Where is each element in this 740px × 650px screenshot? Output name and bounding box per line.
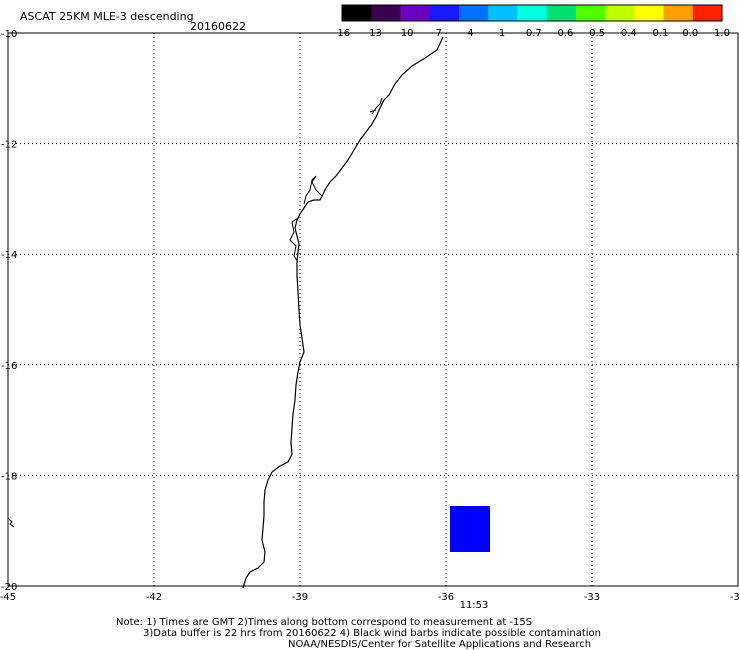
- colorbar-segment: [371, 5, 401, 21]
- note-line-1: Note: 1) Times are GMT 2)Times along bot…: [116, 617, 532, 628]
- lat-tick-label: -20: [1, 582, 17, 593]
- coastline-inlet: [289, 97, 383, 263]
- colorbar: -16 -13 -10 -7 -4 -1 -0.7 -0.6 -0.5 -0.4 -0.1 0.0 1.…: [334, 4, 730, 39]
- note-line-3: NOAA/NESDIS/Center for Satellite Applica…: [288, 639, 591, 650]
- figure-title: ASCAT 25KM MLE-3 descending: [20, 10, 194, 23]
- lat-tick-label: -14: [1, 250, 17, 261]
- lon-tick-label: -33: [584, 592, 600, 603]
- colorbar-segment: [575, 5, 606, 21]
- colorbar-frame: [341, 4, 723, 22]
- lat-tick-label: -16: [1, 361, 17, 372]
- colorbar-segment: [692, 5, 723, 21]
- map-grid: -45 -42 -39 -36 -33 -30 -10 -12 -14 -16 -18 -20: [0, 29, 740, 603]
- lon-tick-label: -30: [730, 592, 740, 603]
- colorbar-segment: [663, 5, 694, 21]
- colorbar-segment: [546, 5, 577, 21]
- lat-tick-label: -12: [1, 140, 17, 151]
- coastline: [242, 36, 444, 589]
- colorbar-segment: [517, 5, 548, 21]
- map-frame: [7, 32, 739, 587]
- colorbar-segment: [342, 5, 372, 21]
- colorbar-segment: [605, 5, 635, 21]
- lon-tick-label: -45: [0, 592, 16, 603]
- coastline-fragment: [7, 517, 15, 528]
- lon-tick-label: -42: [146, 592, 162, 603]
- colorbar-segment: [488, 5, 518, 21]
- colorbar-segment: [429, 5, 460, 21]
- colorbar-segment: [400, 5, 431, 21]
- lon-tick-label: -36: [438, 592, 454, 603]
- figure-date: 20160622: [190, 20, 246, 33]
- lat-tick-label: -10: [1, 29, 17, 40]
- lon-tick-label: -39: [292, 592, 308, 603]
- lat-tick-label: -18: [1, 471, 17, 482]
- data-swath-box: [450, 506, 490, 552]
- colorbar-segment: [458, 5, 489, 21]
- colorbar-segment: [634, 5, 665, 21]
- note-line-2: 3)Data buffer is 22 hrs from 20160622 4)…: [143, 628, 601, 639]
- time-label: 11:53: [460, 600, 489, 611]
